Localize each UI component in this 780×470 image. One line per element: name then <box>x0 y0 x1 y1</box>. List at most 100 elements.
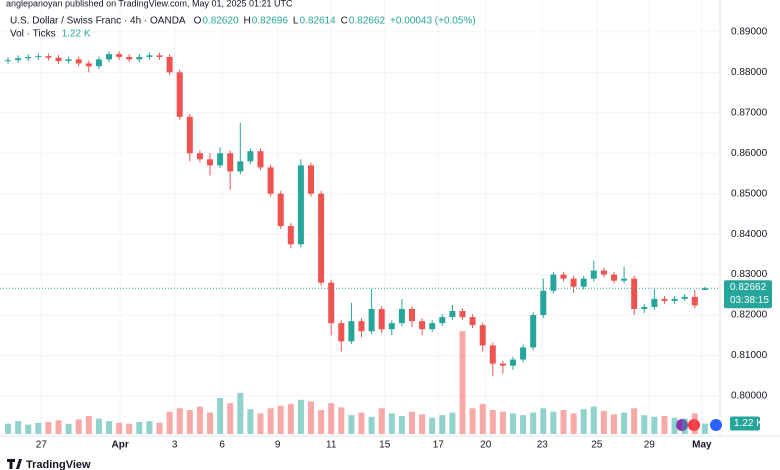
candle-body <box>277 193 284 227</box>
volume-bar <box>469 408 476 434</box>
candle-body <box>146 55 153 57</box>
candle-body <box>368 308 375 332</box>
candle-body <box>35 56 42 58</box>
volume-bar <box>398 416 405 434</box>
candle-body <box>590 270 597 279</box>
volume-bar <box>530 412 537 434</box>
candle-body <box>398 308 405 324</box>
candle-body <box>550 274 557 291</box>
volume-bar <box>550 411 557 434</box>
candle-body <box>126 56 133 60</box>
volume-bar <box>368 416 375 434</box>
logo-mark <box>7 459 22 469</box>
candle-body <box>469 317 476 326</box>
candle-body <box>75 59 82 64</box>
candle-body <box>489 345 496 364</box>
event-icon <box>710 419 722 431</box>
candle-body <box>55 57 62 61</box>
volume-bar <box>631 408 638 434</box>
volume-bar <box>449 412 456 434</box>
volume-bar <box>297 399 304 434</box>
candle-body <box>5 60 12 62</box>
y-tick-label: 0.86000 <box>731 148 768 159</box>
candle-body <box>600 270 607 275</box>
volume-bar <box>146 421 153 434</box>
candle-body <box>186 116 193 154</box>
candle-body <box>570 278 577 287</box>
candle-body <box>378 308 385 330</box>
candle-body <box>257 151 264 168</box>
volume-bar <box>267 408 274 434</box>
candle-body <box>95 59 102 67</box>
volume-bar <box>590 406 597 434</box>
y-tick-label: 0.87000 <box>731 107 768 118</box>
volume-axis-label: 1.22 K <box>734 418 763 429</box>
candle-body <box>429 323 436 330</box>
ohlc-key: H <box>244 16 251 27</box>
y-tick-label: 0.83000 <box>731 269 768 280</box>
candle-body <box>318 193 325 283</box>
candle-body <box>580 278 587 287</box>
candle-body <box>408 308 415 322</box>
volume-bar <box>45 422 52 434</box>
candle-body <box>671 298 678 301</box>
candle-body <box>338 323 345 342</box>
volume-bar <box>227 403 234 434</box>
candle-body <box>540 290 547 316</box>
grid <box>0 0 720 436</box>
volume-bar <box>186 410 193 434</box>
volume-bar <box>378 408 385 434</box>
volume-bar <box>116 422 123 434</box>
candle-body <box>196 153 203 160</box>
volume-bar <box>15 421 22 434</box>
x-tick-label: 11 <box>326 440 337 451</box>
candle-body <box>227 153 234 172</box>
candle-body <box>641 306 648 309</box>
x-tick-label: 6 <box>219 440 225 451</box>
last-price-box <box>724 280 772 309</box>
y-tick-label: 0.81000 <box>731 350 768 361</box>
candle-body <box>15 58 22 61</box>
candle-body <box>136 56 143 60</box>
candle-body <box>156 55 163 57</box>
volume-bar <box>85 416 92 434</box>
candle-body <box>267 167 274 194</box>
candle-body <box>287 226 294 245</box>
volume-bar <box>691 413 698 434</box>
volume-bar <box>237 392 244 434</box>
x-tick-label: 23 <box>537 440 549 451</box>
candle-body <box>610 274 617 281</box>
candle-body <box>25 56 32 59</box>
volume-bar <box>419 414 426 434</box>
x-tick-label: 9 <box>275 440 281 451</box>
candle-body <box>217 153 224 166</box>
brand-name: TradingView <box>26 459 91 470</box>
symbol-title: U.S. Dollar / Swiss Franc · 4h · OANDA <box>10 16 186 27</box>
volume-bar <box>348 415 355 434</box>
candle-body <box>328 282 335 324</box>
volume-bar <box>217 398 224 434</box>
y-tick-label: 0.82000 <box>731 310 768 321</box>
candle-body <box>419 321 426 330</box>
volume-bar <box>560 410 567 434</box>
volume-bar <box>106 421 113 434</box>
ohlc-value: 0.82620 <box>202 16 239 27</box>
candle-body <box>621 278 628 281</box>
candle-body <box>116 54 123 57</box>
ohlc-key: L <box>293 16 299 27</box>
ohlc-key: O <box>194 16 202 27</box>
volume-bar <box>196 406 203 434</box>
volume-bar <box>408 411 415 434</box>
candle-body <box>520 347 527 360</box>
candle-body <box>45 56 52 58</box>
volume-bar <box>126 423 133 434</box>
x-tick-label: Apr <box>112 440 129 451</box>
volume-bar <box>580 409 587 434</box>
candle-body <box>459 311 466 318</box>
candle-body <box>479 325 486 346</box>
y-tick-label: 0.84000 <box>731 229 768 240</box>
volume-bar <box>176 408 183 434</box>
volume-bar <box>207 412 214 434</box>
x-tick-label: 20 <box>480 440 492 451</box>
